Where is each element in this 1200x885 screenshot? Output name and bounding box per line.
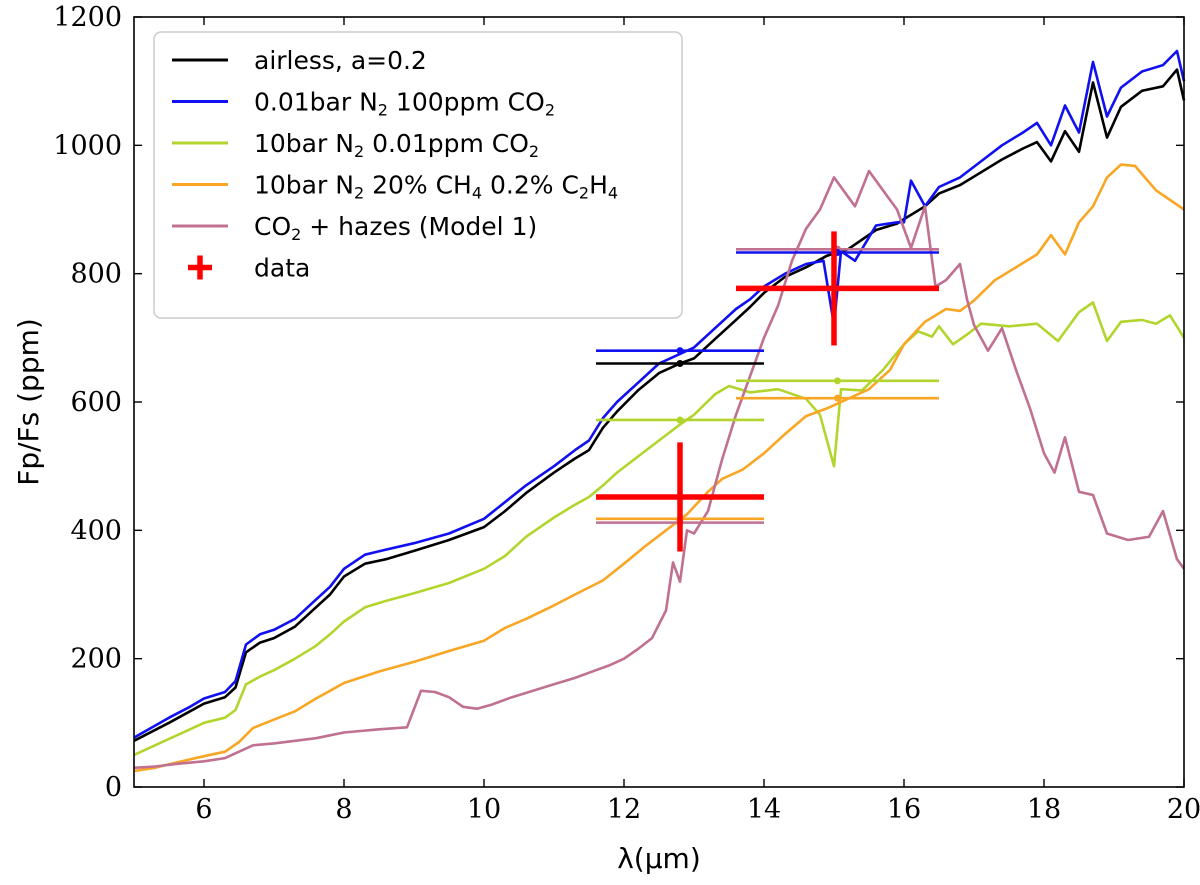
series-line-thick [133, 301, 1186, 757]
x-tick-label-16: 16 [887, 794, 921, 825]
y-tick-label-1200: 1200 [53, 2, 122, 33]
x-tick-label-14: 14 [747, 794, 781, 825]
band-marker-thin-0 [676, 347, 684, 355]
x-tick-label-12: 12 [607, 794, 641, 825]
legend-label-thick: 10bar N2 0.01ppm CO2 [254, 129, 539, 161]
series-line-thin [133, 49, 1186, 739]
y-tick-label-800: 800 [70, 259, 122, 290]
legend-label-methane: 10bar N2 20% CH4 0.2% C2H4 [254, 171, 618, 203]
y-tick-label-600: 600 [70, 387, 122, 418]
series-line-hazes [133, 169, 1186, 770]
x-tick-label-6: 6 [195, 794, 212, 825]
legend-label-data: data [254, 254, 310, 283]
data-points [596, 231, 939, 552]
band-marker-airless-1 [676, 360, 684, 367]
y-axis-label: Fp/Fs (ppm) [12, 318, 45, 486]
legend-label-airless: airless, a=0.2 [254, 46, 427, 75]
band-marker-thick-2 [676, 416, 684, 424]
series-line-airless [133, 68, 1186, 742]
y-tick-label-400: 400 [70, 515, 122, 546]
legend-label-thin: 0.01bar N2 100ppm CO2 [254, 88, 555, 120]
x-tick-label-20: 20 [1167, 794, 1200, 825]
y-tick-label-0: 0 [105, 772, 122, 803]
x-tick-label-18: 18 [1027, 794, 1061, 825]
legend-label-hazes: CO2 + hazes (Model 1) [254, 212, 537, 244]
band-marker-methane-8 [834, 394, 841, 402]
y-tick-label-200: 200 [70, 644, 122, 675]
model-curves [133, 49, 1186, 773]
y-tick-label-1000: 1000 [53, 130, 122, 161]
x-tick-label-8: 8 [335, 794, 352, 825]
legend: airless, a=0.2 0.01bar N2 100ppm CO2 10bar… [153, 31, 683, 319]
x-tick-label-10: 10 [467, 794, 501, 825]
band-marker-thick-7 [834, 377, 841, 385]
x-axis-label: λ(μm) [617, 842, 701, 875]
legend-box [153, 31, 683, 319]
